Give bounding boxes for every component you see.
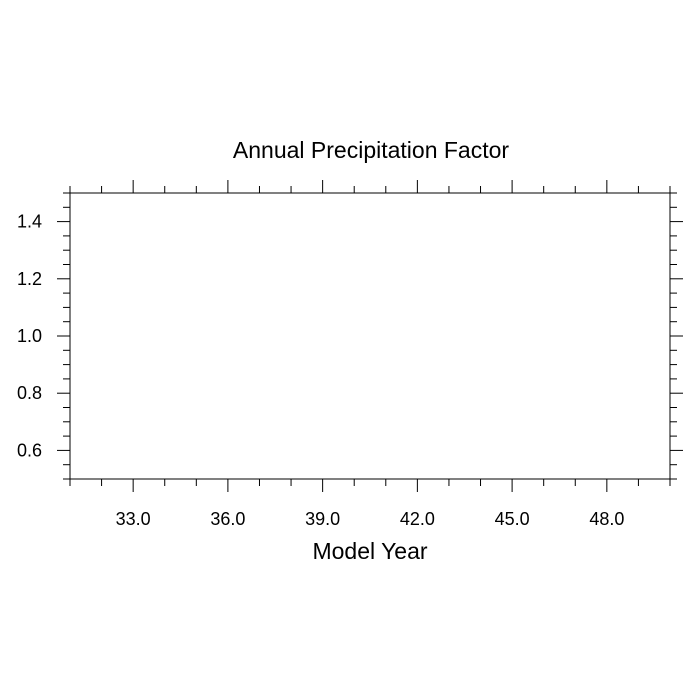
x-tick-label: 45.0: [495, 509, 530, 529]
y-tick-labels: 0.6 0.8 1.0 1.2 1.4: [17, 212, 42, 461]
x-tick-label: 33.0: [116, 509, 151, 529]
y-tick-label: 0.6: [17, 440, 42, 460]
y-tick-label: 1.0: [17, 326, 42, 346]
x-tick-label: 48.0: [589, 509, 624, 529]
x-tick-labels: 33.0 36.0 39.0 42.0 45.0 48.0: [116, 509, 625, 529]
x-tick-label: 36.0: [210, 509, 245, 529]
x-tick-label: 39.0: [305, 509, 340, 529]
y-tick-label: 0.8: [17, 383, 42, 403]
y-tick-label: 1.2: [17, 269, 42, 289]
chart-title: Annual Precipitation Factor: [233, 137, 509, 163]
x-tick-label: 42.0: [400, 509, 435, 529]
x-axis-title: Model Year: [312, 538, 427, 564]
plot-area-frame: [69, 192, 671, 480]
axis-ticks: [57, 180, 683, 492]
y-tick-label: 1.4: [17, 212, 42, 232]
